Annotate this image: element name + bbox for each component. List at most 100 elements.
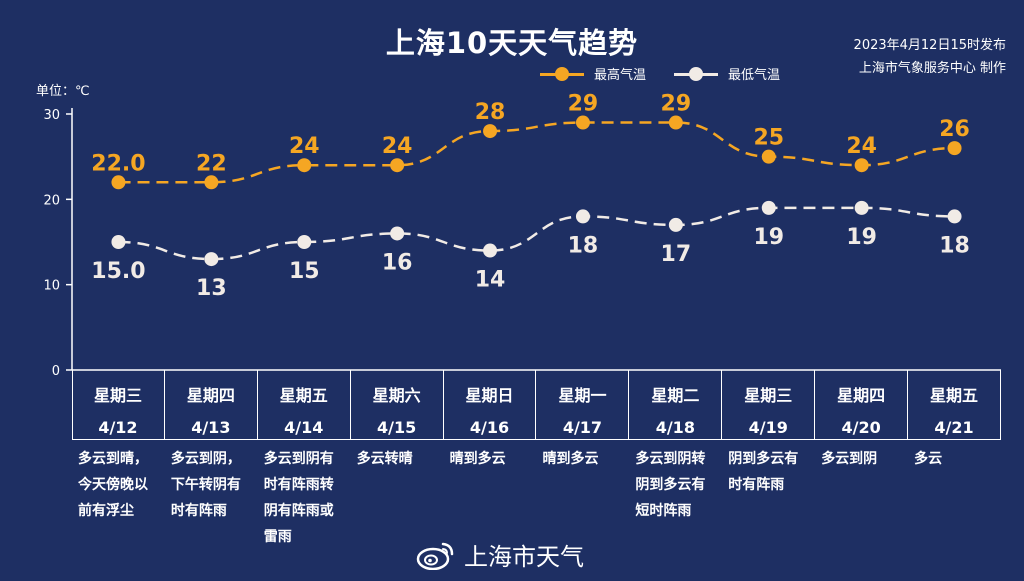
day-header: 星期三 4/19 xyxy=(722,370,816,440)
date-label: 4/14 xyxy=(284,418,324,437)
weekday-label: 星期五 xyxy=(930,386,979,405)
day-header: 星期一 4/17 xyxy=(537,370,630,440)
data-label-low-8: 19 xyxy=(846,225,877,250)
point-high-3 xyxy=(390,158,405,173)
point-low-2 xyxy=(297,235,312,249)
point-high-0 xyxy=(111,175,126,190)
point-high-9 xyxy=(947,141,962,156)
weekday-label: 星期四 xyxy=(837,386,886,405)
day-column: 星期二 4/18 多云到阴转 阴到多云有 短时阵雨 xyxy=(629,370,723,580)
legend-label-high: 最高气温 xyxy=(594,68,647,83)
day-column: 星期五 4/14 多云到阴有 时有阵雨转 阴有阵雨或 雷雨 xyxy=(258,370,351,580)
weather-description: 晴到多云 xyxy=(449,451,506,467)
publish-time: 2023年4月12日15时发布 xyxy=(853,38,1006,53)
date-label: 4/21 xyxy=(934,418,974,437)
point-high-6 xyxy=(668,115,683,130)
day-header: 星期五 4/14 xyxy=(258,370,351,440)
publisher: 上海市气象服务中心 制作 xyxy=(858,61,1006,76)
weekday-label: 星期日 xyxy=(465,386,514,405)
data-label-low-9: 18 xyxy=(939,233,970,258)
point-high-7 xyxy=(761,149,776,164)
data-label-low-0: 15.0 xyxy=(91,259,145,284)
point-high-5 xyxy=(575,115,590,130)
data-label-high-1: 22 xyxy=(196,151,227,176)
weather-description: 阴到多云有 时有阵雨 xyxy=(728,451,799,493)
weekday-label: 星期三 xyxy=(93,386,142,405)
chart-title: 上海10天天气趋势 xyxy=(385,26,639,60)
y-tick-label-2: 20 xyxy=(43,193,60,208)
legend-item-low: 最低气温 xyxy=(674,64,780,83)
day-column: 星期日 4/16 晴到多云 xyxy=(444,370,537,580)
weather-description: 多云到阴有 时有阵雨转 阴有阵雨或 雷雨 xyxy=(263,451,334,545)
day-header: 星期三 4/12 xyxy=(72,370,165,440)
y-tick-label-1: 10 xyxy=(43,279,60,294)
legend: 最高气温 最低气温 xyxy=(540,64,808,83)
data-label-low-1: 13 xyxy=(196,276,227,301)
legend-swatch-low xyxy=(674,66,719,81)
data-label-high-8: 24 xyxy=(846,134,877,159)
data-label-high-4: 28 xyxy=(475,100,506,125)
point-high-2 xyxy=(297,158,312,173)
weekday-label: 星期三 xyxy=(744,386,793,405)
data-label-low-3: 16 xyxy=(382,250,413,275)
point-low-3 xyxy=(390,226,405,241)
point-low-5 xyxy=(575,209,590,224)
point-low-1 xyxy=(204,252,219,267)
day-column: 星期四 4/20 多云到阴 xyxy=(815,370,909,580)
data-label-low-4: 14 xyxy=(475,268,506,293)
legend-label-low: 最低气温 xyxy=(728,68,781,83)
weather-description: 多云转晴 xyxy=(356,451,413,467)
series-line-low xyxy=(118,206,955,261)
day-column: 星期三 4/12 多云到晴， 今天傍晚以 前有浮尘 xyxy=(72,370,165,580)
point-high-8 xyxy=(854,158,869,173)
unit-label: 单位：℃ xyxy=(36,84,90,99)
day-header: 星期六 4/15 xyxy=(351,370,444,440)
data-label-high-9: 26 xyxy=(939,117,970,142)
data-label-low-5: 18 xyxy=(568,233,599,258)
point-low-4 xyxy=(483,243,498,258)
weather-description: 多云到晴， 今天傍晚以 前有浮尘 xyxy=(78,451,148,519)
data-label-high-0: 22.0 xyxy=(91,151,145,176)
day-column: 星期六 4/15 多云转晴 xyxy=(351,370,444,580)
legend-swatch-high xyxy=(540,66,584,81)
day-header: 星期五 4/21 xyxy=(908,370,1001,440)
day-header: 星期二 4/18 xyxy=(629,370,723,440)
point-low-8 xyxy=(854,200,869,215)
y-tick-label-0: 0 xyxy=(52,364,60,379)
weibo-logo-icon xyxy=(416,542,454,570)
date-label: 4/17 xyxy=(562,418,603,437)
data-label-low-7: 19 xyxy=(753,225,784,250)
data-label-high-3: 24 xyxy=(382,134,413,159)
date-label: 4/12 xyxy=(98,418,138,437)
weather-description: 晴到多云 xyxy=(542,451,599,467)
point-low-7 xyxy=(761,200,776,215)
point-high-4 xyxy=(483,124,498,139)
day-header: 星期四 4/20 xyxy=(815,370,909,440)
weekday-label: 星期六 xyxy=(372,386,421,405)
point-low-6 xyxy=(668,217,683,232)
watermark: 上海市天气 xyxy=(416,537,584,572)
day-column: 星期三 4/19 阴到多云有 时有阵雨 xyxy=(722,370,816,580)
date-label: 4/15 xyxy=(377,418,417,437)
weather-description: 多云到阴 xyxy=(821,451,878,467)
legend-item-high: 最高气温 xyxy=(540,64,646,83)
table-left-border xyxy=(72,370,73,440)
day-column: 星期四 4/13 多云到阴， 下午转阴有 时有阵雨 xyxy=(165,370,258,580)
date-label: 4/16 xyxy=(469,418,510,437)
date-label: 4/19 xyxy=(748,418,788,437)
date-label: 4/18 xyxy=(655,418,695,437)
publish-info: 2023年4月12日15时发布 上海市气象服务中心 制作 xyxy=(854,34,1006,80)
weather-description: 多云到阴， 下午转阴有 时有阵雨 xyxy=(170,451,241,519)
weekday-label: 星期四 xyxy=(186,386,235,405)
point-high-1 xyxy=(204,175,219,190)
data-label-high-7: 25 xyxy=(753,126,784,151)
series-line-high xyxy=(118,121,955,184)
day-column: 星期一 4/17 晴到多云 xyxy=(537,370,630,580)
data-label-high-5: 29 xyxy=(568,92,599,117)
weekday-label: 星期五 xyxy=(279,386,328,405)
point-low-0 xyxy=(111,235,126,249)
weather-description: 多云 xyxy=(914,451,943,467)
data-label-low-6: 17 xyxy=(661,242,692,267)
date-label: 4/13 xyxy=(191,418,231,437)
